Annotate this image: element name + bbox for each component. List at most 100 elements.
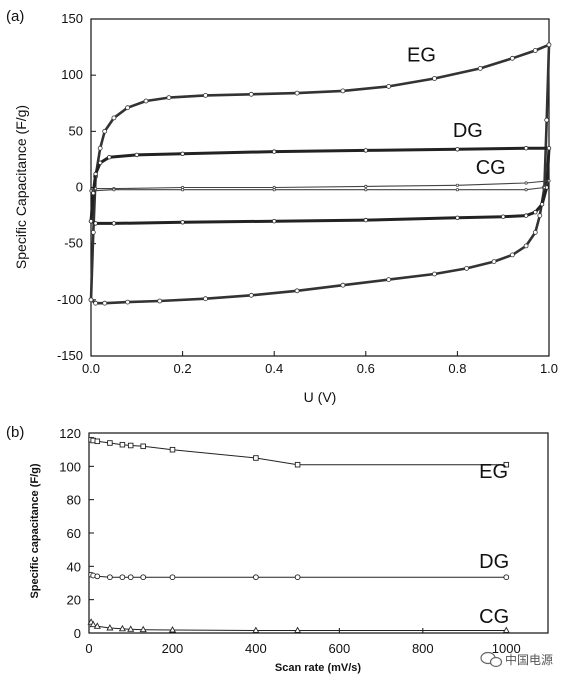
panel-a-point-cg [364,184,368,188]
panel-a-point-dg [533,209,538,215]
panel-a-x-tick-label: 0.2 [174,361,192,376]
panel-a-point-dg [272,218,277,224]
panel-b-y-tick-label: 100 [59,459,81,474]
panel-b-point-dg [169,574,176,581]
panel-a-point-eg [294,90,300,96]
panel-b-point-eg [119,441,126,448]
panel-a-point-dg [111,221,117,226]
panel-b-point-eg [294,461,301,468]
panel-a-point-eg [432,271,437,277]
panel-a-y-tick-label: 0 [76,180,83,195]
panel-a-point-dg [455,215,460,220]
panel-a-point-eg [143,98,149,104]
panel-a-point-cg [181,188,185,192]
panel-a-point-eg [532,48,538,53]
panel-a-point-dg [93,221,98,226]
panel-a-point-eg [97,145,103,151]
panel-a-point-eg [294,288,300,294]
panel-a-series-label-dg: DG [453,120,483,142]
panel-b-x-tick-label: 200 [162,641,184,656]
panel-a-point-dg [93,171,98,177]
panel-b-point-dg [503,574,510,581]
panel-a-series-line-eg [89,43,551,305]
panel-b-point-dg [140,574,147,581]
panel-b-point-cg [168,626,177,633]
panel-a-point-eg [340,282,346,288]
panel-a-point-eg [432,76,437,81]
panel-a-point-eg [125,299,130,305]
panel-a-point-eg [248,91,254,97]
panel-a-point-cg [455,183,459,187]
panel-b-point-eg [169,446,176,453]
panel-b-x-axis-title: Scan rate (mV/s) [275,662,362,674]
panel-a-x-tick-label: 0.4 [265,361,283,376]
panel-b-point-eg [94,438,101,445]
panel-a-point-eg [523,243,529,249]
wechat-icon [480,651,503,668]
panel-b-series-label-eg: EG [479,461,508,483]
panel-a-cv-curves: (a) 0.0 0.2 0.4 0.6 0.8 1.0 150 100 50 0 -50 -100 -… [6,8,558,405]
panel-b-point-cg [93,622,101,629]
panel-a-y-tick-label: -150 [57,348,83,363]
panel-a-point-eg [93,300,98,306]
panel-a-point-cg [547,179,551,183]
panel-a-y-tick-label: 100 [61,67,83,82]
panel-a-series-label-cg: CG [476,157,506,179]
panel-a-point-dg [539,202,545,207]
panel-b-point-dg [119,574,126,581]
panel-b-series-labels: EG DG CG [479,461,509,628]
panel-b-point-eg [107,440,113,446]
panel-b-point-cg [127,625,135,632]
panel-a-point-dg [180,220,185,225]
panel-b-point-dg [127,574,134,581]
panel-b-series-label-dg: DG [479,551,509,573]
panel-a-label: (a) [6,8,24,25]
panel-a-point-eg [544,117,550,123]
panel-a-point-cg [89,189,93,193]
panel-a-point-dg [455,147,460,152]
panel-a-point-eg [102,300,108,306]
panel-a-point-dg [363,148,368,153]
panel-b-point-cg [502,626,510,633]
panel-a-point-eg [510,252,515,258]
watermark-text: 中国电源 [505,652,553,667]
panel-a-point-eg [248,292,254,298]
panel-a-x-tick-label: 0.0 [82,361,100,376]
panel-b-series-label-cg: CG [479,606,509,628]
panel-a-series-line-cg [90,180,550,192]
panel-b-x-tick-label: 400 [245,641,267,656]
panel-a-series [88,42,552,306]
panel-b-point-dg [253,574,259,581]
panel-a-point-eg [166,95,172,100]
panel-a-x-tick-label: 0.8 [448,361,466,376]
panel-a-point-dg [107,154,112,160]
panel-a-y-tick-label: -100 [57,292,83,307]
panel-b-point-cg [118,624,126,632]
panel-b-label: (b) [6,424,24,441]
panel-a-point-eg [386,84,392,89]
panel-a-point-eg [340,88,346,94]
panel-a-y-axis: 150 100 50 0 -50 -100 -150 [57,11,96,363]
panel-b-y-tick-label: 0 [74,626,81,641]
panel-b-point-cg [294,626,302,633]
panel-b-x-tick-label: 1000 [492,641,521,656]
panel-b-point-cg [89,620,97,628]
panel-a-x-tick-label: 0.6 [357,361,375,376]
panel-a-point-eg [111,115,117,121]
panel-b-x-tick-label: 0 [85,641,92,656]
panel-b-y-tick-label: 40 [67,559,81,574]
panel-a-point-eg [125,105,130,111]
panel-a-point-cg [364,188,368,192]
panel-b-point-eg [140,443,146,450]
panel-a-point-eg [90,229,96,235]
panel-a-point-cg [524,181,528,185]
panel-b-y-tick-label: 80 [67,493,81,508]
panel-b-y-axis: 120 100 80 60 40 20 0 [59,426,94,641]
panel-a-point-eg [537,213,543,219]
panel-a-x-tick-label: 1.0 [540,361,558,376]
panel-a-point-eg [477,66,483,71]
panel-a-point-eg [203,93,208,98]
panel-a-point-eg [102,128,108,134]
panel-a-point-eg [88,297,94,303]
panel-a-point-eg [203,296,208,302]
